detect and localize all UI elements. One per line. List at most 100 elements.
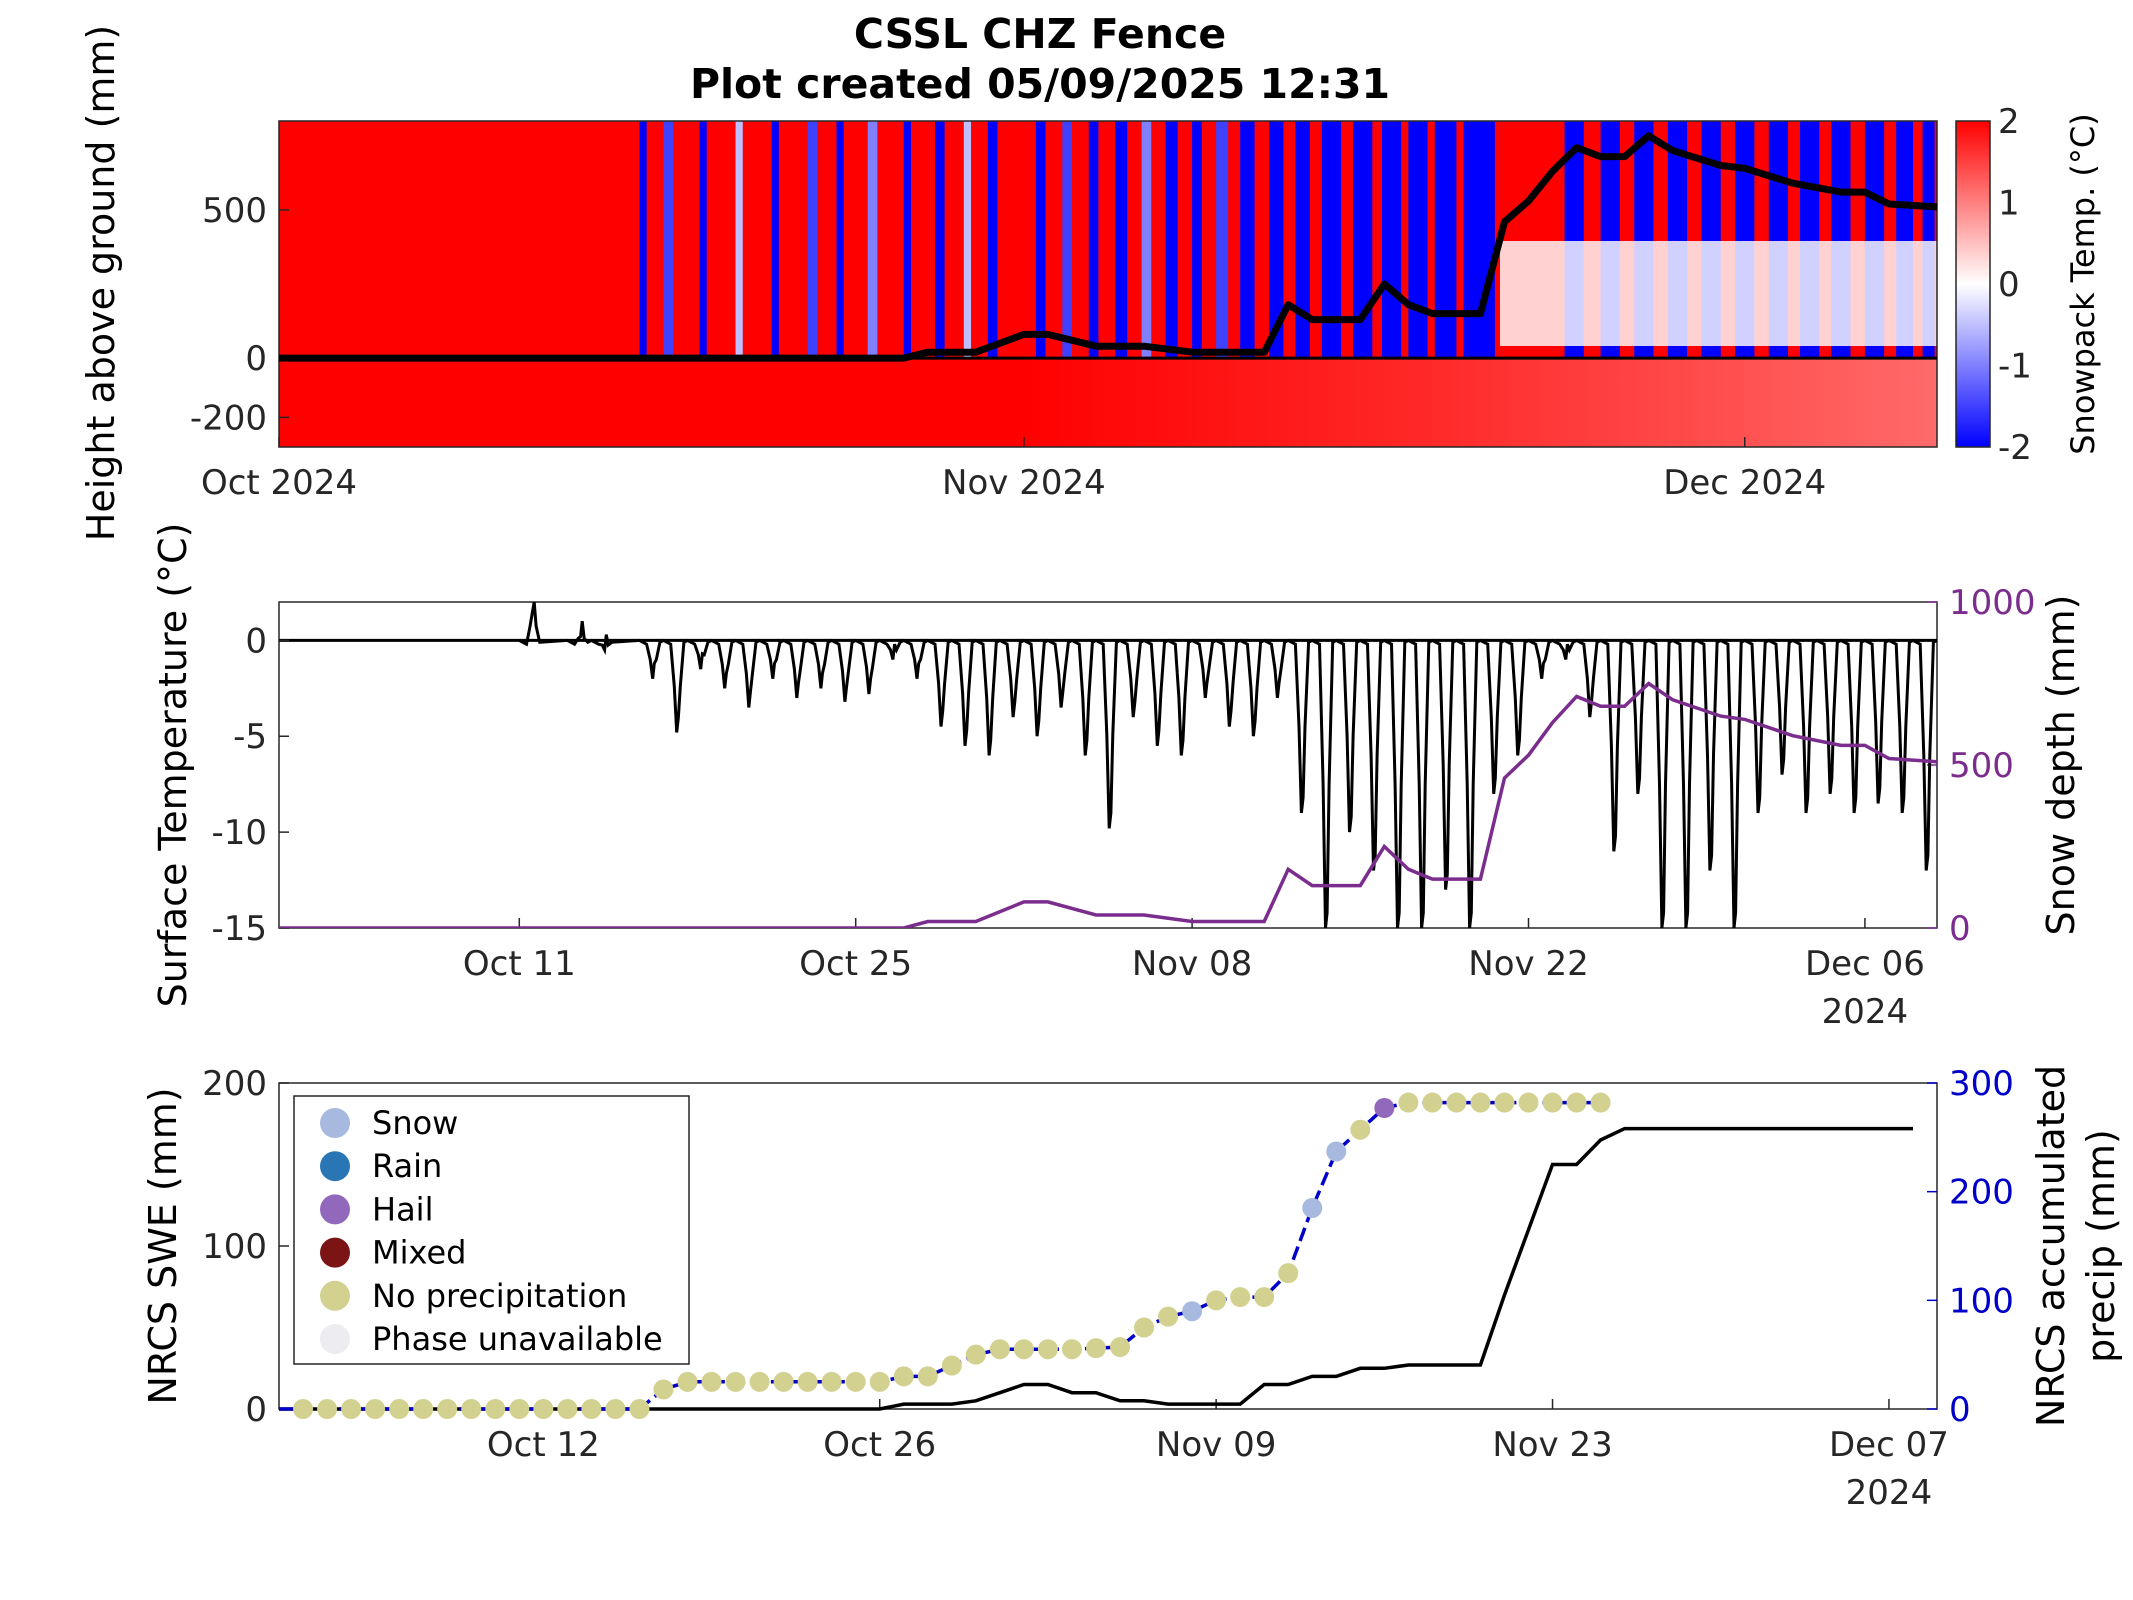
surface-temp-x-tick-label: Oct 11 [463, 944, 576, 984]
colorbar-tick-label: -1 [1998, 347, 2032, 387]
precip-phase-marker [1566, 1092, 1587, 1113]
nrcs-swe-y-tick-label: 100 [202, 1227, 267, 1267]
precip-phase-marker [389, 1399, 410, 1419]
heatmap-y-tick-label: 500 [202, 191, 267, 231]
surface-temp-x-tick-label: Dec 06 [1805, 944, 1925, 984]
temperature-stripe [1062, 121, 1072, 359]
surface-temperature-line [518, 602, 1937, 928]
precip-phase-marker [917, 1366, 938, 1387]
precip-phase-marker [1278, 1263, 1299, 1284]
precip-phase-marker [1398, 1092, 1419, 1113]
nrcs-x-tick-label: Dec 07 [1829, 1425, 1949, 1465]
nrcs-x-tick-label: Oct 12 [487, 1425, 600, 1465]
colorbar-label: Snowpack Temp. (°C) [2064, 113, 2102, 455]
temperature-stripe [987, 121, 998, 359]
precip-phase-marker [1374, 1097, 1395, 1118]
legend-marker [320, 1194, 350, 1225]
heatmap-axes-box [278, 120, 1938, 448]
nrcs-swe-y-axis-label: NRCS SWE (mm) [141, 1087, 185, 1404]
temperature-stripe [1240, 121, 1255, 359]
temperature-stripe [1381, 121, 1402, 359]
precip-phase-marker [893, 1366, 914, 1387]
nrcs-swe-y-tick-label: 200 [202, 1064, 267, 1104]
surface-temp-y-tick-label: -15 [211, 909, 267, 949]
precip-phase-marker [1326, 1141, 1347, 1162]
precip-phase-marker [1422, 1092, 1443, 1113]
nrcs-swe-panel: 0 100 200 0 100 200 300 Oct 12 Oct 26 Nov 09 Nov 2… [141, 1064, 2123, 1513]
heatmap-x-tick-label: Oct 2024 [201, 463, 357, 503]
precip-phase-marker [533, 1399, 554, 1419]
snowpack-pale-zone [1500, 241, 1937, 346]
precip-phase-marker [413, 1399, 434, 1419]
figure-subtitle: Plot created 05/09/2025 12:31 [690, 60, 1390, 108]
snowpack-temperature-panel: -200 0 500 Oct 2024 Nov 2024 Dec 2024 Height … [79, 25, 2102, 542]
colorbar-tick-label: 1 [1998, 184, 2020, 224]
precip-phase-marker [1134, 1317, 1155, 1338]
temperature-stripe [1115, 121, 1128, 359]
temperature-stripe [1408, 121, 1428, 359]
precip-phase-marker [1590, 1092, 1611, 1113]
temperature-stripe [1088, 121, 1099, 359]
nrcs-precip-y-tick-label: 200 [1949, 1173, 2014, 1213]
temperature-stripe [1268, 121, 1284, 359]
precip-phase-marker [1518, 1092, 1539, 1113]
legend-label: Phase unavailable [372, 1320, 663, 1358]
legend-box [293, 1095, 690, 1365]
precip-phase-marker [461, 1399, 482, 1419]
colorbar-tick-label: 2 [1998, 102, 2020, 142]
legend-marker [320, 1280, 350, 1311]
surface-temp-y-axis-label: Surface Temperature (°C) [151, 523, 195, 1008]
precip-phase-marker [437, 1399, 458, 1419]
temperature-stripe [663, 121, 674, 359]
heatmap-y-axis-label: Height above ground (mm) [79, 25, 123, 542]
surface-temp-x-tick-label: Oct 25 [799, 944, 912, 984]
heatmap-ground-layer [279, 359, 1937, 447]
precip-phase-marker [845, 1371, 866, 1392]
precip-phase-marker [605, 1399, 626, 1419]
surface-temperature-panel: -15 -10 -5 0 0 500 1000 Oct 11 Oct 25 Nov 08 Nov 2… [151, 523, 2083, 1032]
nrcs-precip-y-tick-label: 0 [1949, 1390, 1971, 1430]
precip-phase-marker [821, 1371, 842, 1392]
heatmap-y-tick-label: 0 [245, 339, 267, 379]
legend-marker [320, 1237, 350, 1268]
legend-label: Snow [372, 1104, 458, 1142]
legend-marker [320, 1151, 350, 1182]
temperature-stripe [1141, 121, 1152, 359]
temperature-stripe [1216, 121, 1229, 359]
precip-phase-marker [1013, 1339, 1034, 1360]
figure-title: CSSL CHZ Fence [854, 10, 1226, 58]
nrcs-swe-y-tick-label: 0 [245, 1390, 267, 1430]
precip-phase-marker [293, 1399, 314, 1419]
colorbar [1955, 120, 1991, 448]
nrcs-x-tick-label: Nov 09 [1156, 1425, 1276, 1465]
precip-phase-marker [725, 1371, 746, 1392]
precip-phase-marker [581, 1399, 602, 1419]
precip-phase-marker [941, 1355, 962, 1376]
phase-legend: Snow Rain Hail Mixed No precipitation Phase u… [293, 1095, 690, 1365]
nrcs-swe-line [279, 1126, 1913, 1411]
temperature-stripe [963, 121, 972, 359]
precip-phase-marker [701, 1371, 722, 1392]
surface-temp-x-tick-label: Nov 08 [1132, 944, 1252, 984]
snow-depth-line [279, 681, 1937, 928]
temperature-stripe [867, 121, 878, 359]
snow-depth-y-tick-label: 1000 [1949, 583, 2036, 623]
surface-temp-x-tick-label: Nov 22 [1468, 944, 1588, 984]
precip-phase-marker [1350, 1119, 1371, 1140]
precip-phase-marker [1037, 1339, 1058, 1360]
temperature-stripe [1035, 121, 1046, 359]
precip-phase-marker [797, 1371, 818, 1392]
precip-phase-marker [1302, 1197, 1323, 1218]
precip-phase-marker [629, 1399, 650, 1419]
precip-phase-marker [485, 1399, 506, 1419]
temperature-stripe [771, 121, 779, 359]
nrcs-year-label: 2024 [1846, 1473, 1933, 1513]
snow-depth-y-axis-label: Snow depth (mm) [2039, 595, 2083, 936]
precip-phase-marker [1085, 1338, 1106, 1359]
precip-phase-marker [965, 1344, 986, 1365]
surface-temp-y-tick-label: 0 [245, 621, 267, 661]
precip-phase-marker [869, 1371, 890, 1392]
temperature-stripe [1321, 121, 1342, 359]
temperature-stripe [903, 121, 911, 359]
